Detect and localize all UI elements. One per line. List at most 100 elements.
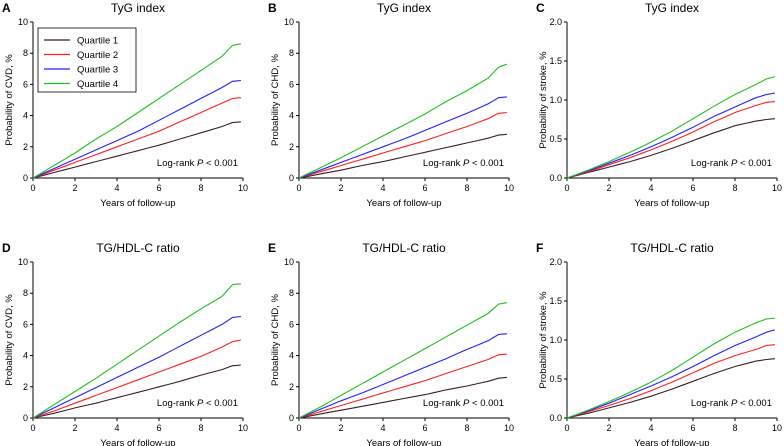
panel-e-y-tick-label: 10 xyxy=(284,257,294,267)
panel-d-y-tick-label: 4 xyxy=(23,351,28,361)
panel-b-x-tick-label: 0 xyxy=(296,183,301,193)
panel-a-line-quartile-3 xyxy=(32,79,241,179)
panel-d-line-quartile-1 xyxy=(32,364,241,419)
panel-d-x-tick-label: 10 xyxy=(238,423,248,433)
panel-d-title: TG/HDL-C ratio xyxy=(96,241,180,255)
panel-e: E TG/HDL-C ratio 0 2 4 6 8 10 0 2 4 6 8 10 Years of fo… xyxy=(268,241,514,446)
panel-a-letter: A xyxy=(2,1,11,15)
panel-a-y-tick-label: 4 xyxy=(23,111,28,121)
legend-label-quartile-4: Quartile 4 xyxy=(77,79,118,90)
legend-label-quartile-3: Quartile 3 xyxy=(77,65,118,76)
legend-box xyxy=(37,27,137,93)
panel-c-y-tick-label: 1.5 xyxy=(549,56,562,66)
panel-b-x-tick-label: 8 xyxy=(464,183,469,193)
panel-d-x-tick-label: 0 xyxy=(30,423,35,433)
panel-f-line-quartile-2 xyxy=(566,344,775,419)
panel-e-letter: E xyxy=(268,241,276,255)
panel-d-logrank-annotation: Log-rank P < 0.001 xyxy=(157,398,238,409)
panel-a-y-tick-label: 6 xyxy=(23,79,28,89)
panel-c-y-tick-label: 1.0 xyxy=(549,95,562,105)
panel-c-line-quartile-1 xyxy=(566,118,775,179)
panel-a-x-tick-label: 10 xyxy=(238,183,248,193)
panel-d-letter: D xyxy=(2,241,11,255)
panel-f-logrank-prefix: Log-rank xyxy=(691,398,731,409)
panel-f-letter: F xyxy=(536,241,543,255)
panel-e-line-quartile-2 xyxy=(298,353,507,419)
legend-label-quartile-2: Quartile 2 xyxy=(77,50,118,61)
panel-e-y-tick-label: 0 xyxy=(289,413,294,423)
panel-d: D TG/HDL-C ratio 0 2 4 6 8 10 0 2 4 6 8 10 Years of fo… xyxy=(2,241,248,446)
panel-c-x-tick-label: 6 xyxy=(690,183,695,193)
panel-a-y-tick-label: 0 xyxy=(23,173,28,183)
panel-e-logrank-prefix: Log-rank xyxy=(423,398,463,409)
panel-f-x-axis-label: Years of follow-up xyxy=(634,438,709,446)
panel-d-y-tick-label: 10 xyxy=(18,257,28,267)
panel-a-x-tick-label: 6 xyxy=(156,183,161,193)
panel-a-x-tick-label: 4 xyxy=(114,183,119,193)
panel-b-y-axis-label: Probability of CHD, % xyxy=(270,54,281,146)
panel-f-x-tick-label: 6 xyxy=(690,423,695,433)
panel-a-line-quartile-4 xyxy=(32,43,242,179)
panel-b-x-tick-label: 2 xyxy=(338,183,343,193)
panel-e-x-axis-label: Years of follow-up xyxy=(366,438,441,446)
panel-f-x-tick-label: 4 xyxy=(648,423,653,433)
panel-d-y-tick-label: 8 xyxy=(23,288,28,298)
panel-c: C TyG index 0.0 0.5 1.0 1.5 2.0 0 2 4 6 8 10 Years of… xyxy=(536,1,782,209)
panel-d-line-quartile-3 xyxy=(32,316,241,419)
panel-e-x-tick-label: 8 xyxy=(464,423,469,433)
panel-f-x-tick-label: 0 xyxy=(564,423,569,433)
panel-a-logrank-value: < 0.001 xyxy=(203,158,238,169)
panel-b: B TyG index 0 2 4 6 8 10 0 2 4 6 8 10 Years of follow-… xyxy=(268,1,514,209)
panel-f: F TG/HDL-C ratio 0.0 0.5 1.0 1.5 2.0 0 2 4 6 8 10 Yea… xyxy=(536,241,782,446)
panel-b-y-tick-label: 2 xyxy=(289,142,294,152)
panel-e-x-tick-label: 10 xyxy=(504,423,514,433)
panel-c-x-tick-label: 10 xyxy=(772,183,782,193)
panel-f-line-quartile-4 xyxy=(566,317,775,419)
panel-d-x-tick-label: 4 xyxy=(114,423,119,433)
panel-a-y-axis-label: Probability of CVD, % xyxy=(4,54,15,146)
panel-f-y-tick-label: 2.0 xyxy=(549,257,562,267)
panel-f-line-quartile-3 xyxy=(566,329,776,419)
panel-a-y-tick-label: 2 xyxy=(23,142,28,152)
panel-d-x-tick-label: 6 xyxy=(156,423,161,433)
panel-d-line-quartile-2 xyxy=(32,339,242,419)
panel-b-logrank-value: < 0.001 xyxy=(469,158,504,169)
panel-f-logrank-p: P xyxy=(731,398,738,409)
panel-c-line-quartile-4 xyxy=(566,76,776,179)
panel-b-x-tick-label: 10 xyxy=(504,183,514,193)
panel-d-x-axis-label: Years of follow-up xyxy=(100,438,175,446)
panel-c-title: TyG index xyxy=(645,1,699,15)
panel-d-line-quartile-4 xyxy=(32,283,241,419)
panel-b-logrank-p: P xyxy=(463,158,470,169)
panel-e-x-tick-label: 4 xyxy=(380,423,385,433)
panel-f-y-tick-label: 1.5 xyxy=(549,296,562,306)
panel-b-y-tick-label: 4 xyxy=(289,111,294,121)
panel-e-y-tick-label: 6 xyxy=(289,319,294,329)
panel-c-y-tick-label: 2.0 xyxy=(549,17,562,27)
panel-c-x-tick-label: 2 xyxy=(606,183,611,193)
panel-b-x-tick-label: 4 xyxy=(380,183,385,193)
panel-f-y-tick-label: 0.0 xyxy=(549,413,562,423)
legend: Quartile 1 Quartile 2 Quartile 3 Quartile 4 xyxy=(37,27,137,93)
panel-a-y-tick-label: 10 xyxy=(18,17,28,27)
legend-label-quartile-1: Quartile 1 xyxy=(77,36,118,47)
panel-f-y-axis-label: Probability of stroke, % xyxy=(538,291,549,389)
panel-a: A TyG index 0 2 4 6 8 10 0 2 4 6 8 10 Years of follow-… xyxy=(2,1,248,209)
panel-c-letter: C xyxy=(536,1,545,15)
panel-b-logrank-annotation: Log-rank P < 0.001 xyxy=(423,158,504,169)
panel-f-logrank-value: < 0.001 xyxy=(737,398,772,409)
panel-a-y-tick-label: 8 xyxy=(23,48,28,58)
panel-a-logrank-annotation: Log-rank P < 0.001 xyxy=(157,158,238,169)
panel-d-y-tick-label: 2 xyxy=(23,382,28,392)
panel-d-logrank-prefix: Log-rank xyxy=(157,398,197,409)
panel-c-line-quartile-3 xyxy=(566,92,776,179)
panel-b-line-quartile-2 xyxy=(298,111,507,179)
panel-e-line-quartile-4 xyxy=(298,302,508,419)
panel-d-y-axis-label: Probability of CVD, % xyxy=(4,294,15,386)
panel-b-x-tick-label: 6 xyxy=(422,183,427,193)
panel-d-logrank-p: P xyxy=(197,398,204,409)
panel-d-x-tick-label: 2 xyxy=(72,423,77,433)
panel-c-x-tick-label: 0 xyxy=(564,183,569,193)
panel-e-logrank-value: < 0.001 xyxy=(469,398,504,409)
panel-b-line-quartile-4 xyxy=(298,63,508,179)
